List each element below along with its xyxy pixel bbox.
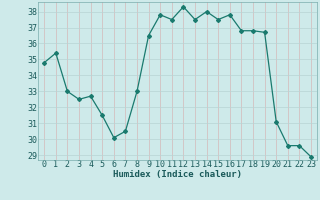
X-axis label: Humidex (Indice chaleur): Humidex (Indice chaleur) bbox=[113, 170, 242, 179]
